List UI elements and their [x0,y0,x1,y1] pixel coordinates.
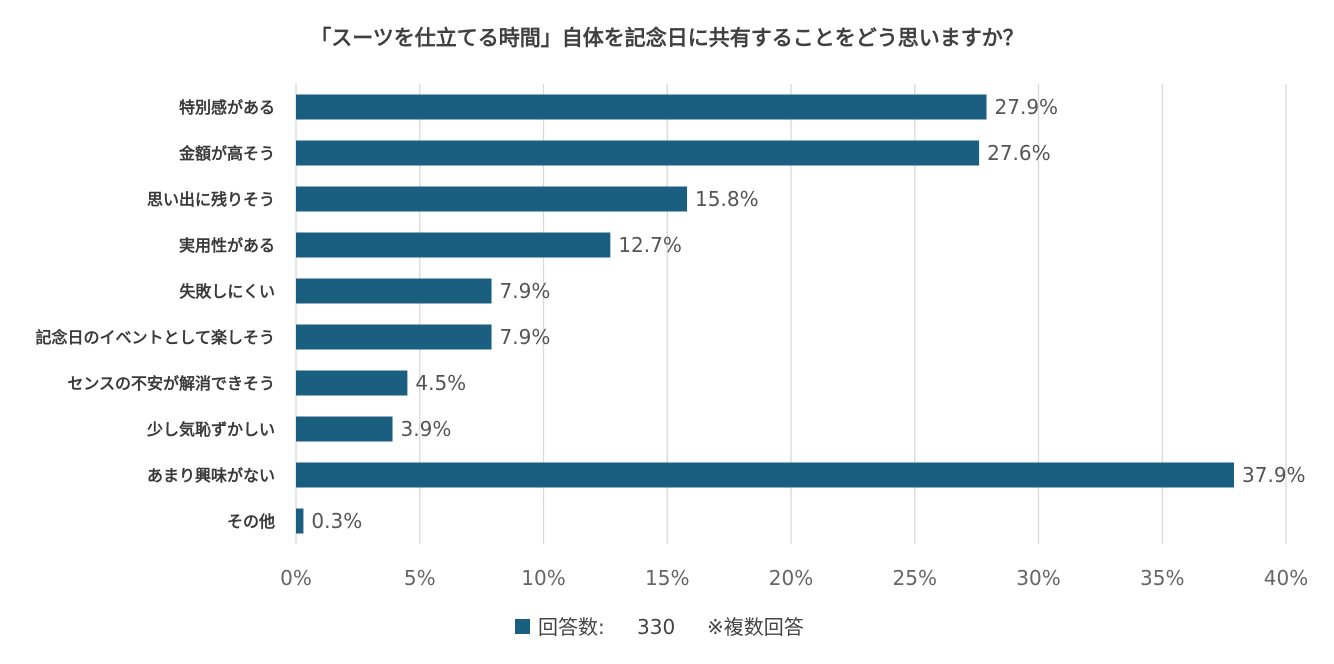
category-label: 失敗しにくい [179,282,275,301]
data-label: 3.9% [401,417,452,441]
category-label: 実用性がある [179,236,275,255]
category-label: その他 [227,512,275,531]
bar [296,140,980,166]
category-label: 少し気恥ずかしい [146,420,275,439]
category-label: 金額が高そう [178,144,275,163]
bar [296,324,492,350]
bar [296,232,611,258]
x-tick-label: 20% [769,566,813,590]
data-label: 27.9% [995,95,1059,119]
bar [296,94,987,120]
legend-count: 330 [637,615,675,639]
x-tick-label: 0% [280,566,312,590]
category-label: 特別感がある [179,98,275,117]
bar [296,186,688,212]
bar [296,508,304,534]
data-label: 7.9% [500,279,551,303]
category-label: あまり興味がない [147,466,275,485]
bar [296,462,1235,488]
x-tick-label: 10% [521,566,565,590]
x-tick-label: 35% [1140,566,1184,590]
data-label: 27.6% [987,141,1051,165]
data-label: 7.9% [500,325,551,349]
category-label: センスの不安が解消できそう [67,374,275,393]
data-label: 12.7% [618,233,682,257]
x-tick-label: 40% [1264,566,1308,590]
bar [296,278,492,304]
legend-label: 回答数: [538,615,605,639]
data-label: 0.3% [311,509,362,533]
x-tick-label: 5% [404,566,436,590]
x-tick-label: 30% [1016,566,1060,590]
chart-title: 「スーツを仕立てる時間」自体を記念日に共有することをどう思いますか？ [310,26,1024,50]
x-tick-label: 15% [645,566,689,590]
data-label: 37.9% [1242,463,1306,487]
category-label: 思い出に残りそう [147,190,275,209]
data-label: 15.8% [695,187,759,211]
bar [296,416,393,442]
x-tick-label: 25% [893,566,937,590]
legend-note: ※複数回答 [707,615,804,639]
data-label: 4.5% [415,371,466,395]
category-label: 記念日のイベントとして楽しそう [35,328,275,347]
bar [296,370,408,396]
legend-swatch [515,619,530,634]
